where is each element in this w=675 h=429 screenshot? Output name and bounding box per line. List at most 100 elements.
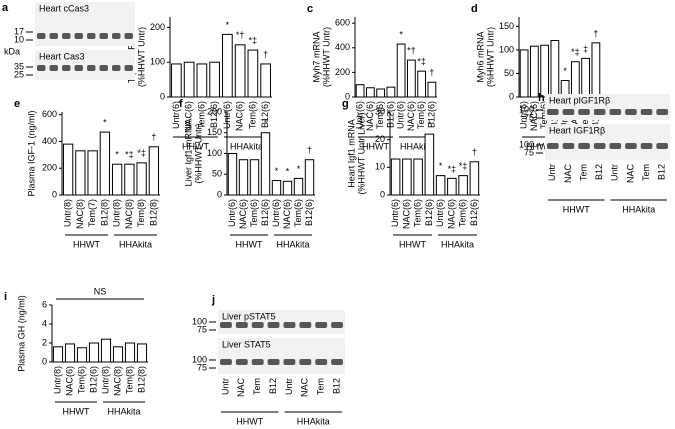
significance-label: *‡ [249, 35, 258, 45]
band [124, 33, 133, 39]
blot-strip [545, 94, 670, 120]
x-tick-label: B12(6) [304, 199, 314, 226]
y-axis-label: Liver Igf1 mRNA [183, 120, 193, 186]
lane-label: Tem [578, 164, 588, 181]
significance-label: † [151, 132, 156, 142]
bar [209, 61, 220, 98]
y-tick-label: 20 [375, 134, 385, 144]
x-tick-label: NAC(6) [64, 366, 74, 396]
band [299, 322, 312, 328]
bar [390, 158, 401, 196]
x-tick-label: Untr(6) [271, 199, 281, 227]
panel-letter: c [307, 3, 313, 15]
bar [427, 81, 437, 98]
marker-label: 75 [524, 147, 534, 157]
x-tick-label: B12(6) [209, 101, 219, 128]
group-label: HHAkita [276, 239, 309, 249]
y-tick-label: 200 [42, 163, 57, 173]
bar [87, 150, 98, 196]
band [331, 359, 343, 365]
group-label: HHWT [563, 204, 590, 214]
x-tick-label: Untr(6) [435, 199, 445, 227]
bar [376, 88, 386, 98]
band [625, 109, 637, 115]
band [49, 33, 58, 39]
significance-label: * [428, 120, 432, 130]
y-tick-label: 50 [212, 169, 222, 179]
significance-label: * [103, 117, 107, 127]
band [315, 322, 328, 328]
bar [100, 338, 112, 363]
band [87, 33, 96, 39]
significance-label: *‡ [417, 57, 426, 67]
y-tick-label: 0 [160, 91, 165, 101]
band [251, 322, 264, 328]
blot-label: Heart pIGF1Rβ [549, 95, 610, 105]
lane-label: NAC [563, 164, 573, 184]
significance-label: † [472, 147, 477, 157]
x-tick-label: B12(6) [88, 366, 98, 393]
significance-label: *‡ [448, 164, 457, 174]
x-tick-label: NAC(6) [238, 199, 248, 229]
x-tick-label: Untr(6) [396, 101, 406, 129]
significance-label: * [286, 167, 290, 177]
blot-label: Liver pSTAT5 [222, 311, 276, 321]
band [49, 65, 58, 71]
bar [112, 346, 124, 363]
blot-label: Heart cCas3 [39, 3, 89, 13]
band [37, 33, 46, 39]
band [112, 65, 121, 71]
band [331, 322, 343, 328]
band [99, 33, 108, 39]
x-tick-label: Untr(8) [63, 199, 73, 227]
y-axis-label: Plasma GH (ng/ml) [16, 295, 26, 372]
bar [469, 161, 480, 196]
y-tick-label: 200 [207, 106, 222, 116]
marker-label: 100 [519, 139, 534, 149]
x-tick-label: NAC(8) [124, 199, 134, 229]
lane-label: NAC [236, 378, 246, 398]
x-tick-label: NAC(6) [529, 101, 539, 131]
bar [136, 343, 148, 363]
band [283, 359, 296, 365]
bar [227, 153, 238, 196]
y-tick-label: 100 [207, 148, 222, 158]
x-tick-label: Tem(6) [247, 101, 257, 129]
lane-label: Untr [284, 378, 294, 395]
blot-label: Heart Cas3 [39, 51, 85, 61]
significance-label: * [563, 66, 567, 76]
band [74, 33, 83, 39]
bar [447, 177, 457, 196]
x-tick-label: B12(8) [136, 366, 146, 393]
x-tick-label: Untr(6) [171, 101, 181, 129]
x-tick-label: Tem(6) [375, 101, 385, 129]
x-tick-label: NAC(6) [365, 101, 375, 131]
band [315, 359, 328, 365]
band [62, 65, 71, 71]
band [578, 109, 590, 115]
bar [591, 42, 601, 98]
panel-letter: g [342, 98, 349, 110]
panel-letter: i [4, 291, 7, 303]
significance-label: * [297, 164, 301, 174]
x-tick-label: Untr(6) [355, 101, 365, 129]
bar [196, 63, 208, 98]
panel-letter: j [211, 294, 215, 306]
band [283, 322, 296, 328]
x-tick-label: NAC(6) [282, 199, 292, 229]
band [99, 65, 108, 71]
x-tick-label: B12(8) [99, 199, 109, 226]
band [562, 143, 575, 149]
marker-label: 75 [197, 362, 207, 372]
y-tick-label: 100 [150, 57, 165, 67]
y-axis-label: Myh6 mRNA [475, 31, 485, 82]
significance-label: *‡ [125, 150, 134, 160]
bar [171, 63, 182, 98]
band [124, 65, 133, 71]
significance-label: * [226, 20, 230, 30]
group-label: HHWT [526, 141, 553, 151]
bar [402, 158, 412, 196]
band [299, 359, 312, 365]
y-tick-label: 200 [150, 22, 165, 32]
x-tick-label: Tem(6) [413, 199, 423, 227]
